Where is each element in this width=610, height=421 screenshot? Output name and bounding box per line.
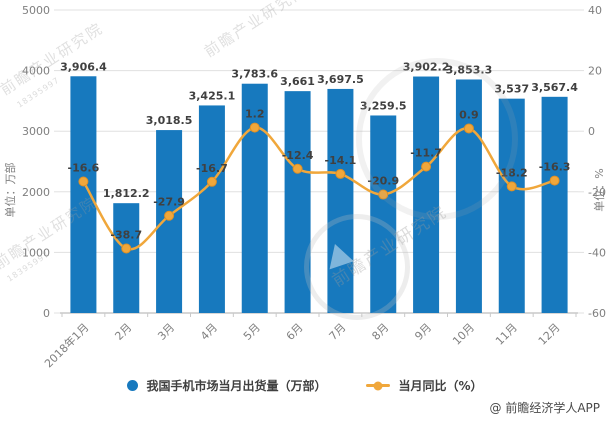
bar-value-label: 3,783.6 xyxy=(231,68,278,81)
line-marker xyxy=(78,176,89,187)
bar xyxy=(498,98,525,313)
bar-value-label: 3,537 xyxy=(494,83,529,96)
shipments-legend-marker-icon xyxy=(127,380,139,391)
line-marker xyxy=(206,176,217,187)
legend-item-label: 当月同比（%） xyxy=(398,379,483,393)
x-axis-tick-label: 7月 xyxy=(327,321,349,343)
line-value-label: 1.2 xyxy=(245,108,265,121)
x-axis-tick-label: 2月 xyxy=(112,321,134,343)
x-axis-tick-label: 9月 xyxy=(412,321,434,343)
yoy-legend-marker-icon xyxy=(366,381,391,390)
left-axis-tick-label: 0 xyxy=(43,307,50,320)
x-axis-tick-label: 6月 xyxy=(284,321,306,343)
x-axis-tick-label: 10月 xyxy=(450,321,477,348)
line-value-label: 0.9 xyxy=(459,108,479,121)
yoy-line xyxy=(82,126,555,251)
bar xyxy=(370,115,397,313)
legend-item-yoy: 当月同比（%） xyxy=(366,377,483,394)
bar xyxy=(113,203,140,313)
line-marker xyxy=(506,181,517,192)
line-value-label: -16.3 xyxy=(539,161,571,174)
right-axis-tick-label: 20 xyxy=(588,65,602,78)
left-axis-tick-label: 5000 xyxy=(22,4,50,17)
bar xyxy=(413,76,440,314)
line-value-label: -27.9 xyxy=(153,196,185,209)
legend: 我国手机市场当月出货量（万部） 当月同比（%） xyxy=(0,377,610,394)
bar xyxy=(241,83,268,313)
bar-value-label: 1,812.2 xyxy=(103,187,150,200)
x-axis-tick-label: 11月 xyxy=(493,321,520,348)
bar xyxy=(327,88,354,313)
line-value-label: -16.7 xyxy=(196,162,228,175)
bar xyxy=(198,105,225,314)
x-axis-tick-label: 8月 xyxy=(369,321,391,343)
line-marker xyxy=(549,175,560,186)
line-marker xyxy=(249,122,260,133)
bar-value-label: 3,906.4 xyxy=(60,60,107,73)
legend-item-label: 我国手机市场当月出货量（万部） xyxy=(146,379,327,393)
bar-value-label: 3,661 xyxy=(280,75,315,88)
line-marker xyxy=(121,243,132,254)
line-value-label: -38.7 xyxy=(110,228,142,241)
line-value-label: -16.6 xyxy=(68,161,100,174)
x-axis-tick-label: 2018年1月 xyxy=(41,320,91,370)
line-marker xyxy=(421,161,432,172)
right-axis-tick-label: 40 xyxy=(588,4,602,17)
bar-value-label: 3,567.4 xyxy=(531,81,578,94)
left-axis-title: 单位：万部 xyxy=(4,162,17,218)
line-value-label: -11.7 xyxy=(410,147,442,160)
line-marker xyxy=(378,189,389,200)
bar-value-label: 3,425.1 xyxy=(189,89,236,102)
left-axis-tick-label: 3000 xyxy=(22,125,50,138)
bar xyxy=(541,96,568,314)
left-axis-tick-label: 2000 xyxy=(22,186,50,199)
line-value-label: -12.4 xyxy=(282,149,314,162)
bar-value-label: 3,902.2 xyxy=(403,61,450,74)
line-marker xyxy=(463,123,474,134)
right-axis-tick-label: -60 xyxy=(588,307,606,320)
bar xyxy=(156,130,183,313)
right-axis-tick-label: 0 xyxy=(588,125,595,138)
right-axis-tick-label: -40 xyxy=(588,246,606,259)
attribution: @ 前瞻经济学人APP xyxy=(489,401,601,415)
x-axis-tick-label: 5月 xyxy=(241,321,263,343)
line-marker xyxy=(292,163,303,174)
line-marker xyxy=(335,168,346,179)
x-axis-tick-label: 4月 xyxy=(198,321,220,343)
bar-value-label: 3,018.5 xyxy=(146,114,193,127)
legend-item-shipments: 我国手机市场当月出货量（万部） xyxy=(127,377,326,394)
bar xyxy=(284,91,311,313)
x-axis-tick-label: 12月 xyxy=(536,321,563,348)
bar xyxy=(455,79,482,313)
x-axis-tick-label: 3月 xyxy=(155,321,177,343)
line-value-label: -18.2 xyxy=(496,166,528,179)
right-axis-title: 单位：% xyxy=(593,168,606,212)
bar-value-label: 3,259.5 xyxy=(360,99,407,112)
right-axis-tick-label: -20 xyxy=(588,186,606,199)
bar-value-label: 3,697.5 xyxy=(317,73,364,86)
left-axis-tick-label: 1000 xyxy=(22,246,50,259)
bar-value-label: 3,853.3 xyxy=(446,63,493,76)
line-marker xyxy=(164,210,175,221)
line-value-label: -14.1 xyxy=(325,154,357,167)
line-value-label: -20.9 xyxy=(367,175,399,188)
left-axis-tick-label: 4000 xyxy=(22,65,50,78)
yoy-legend-dot-icon xyxy=(373,381,383,390)
bar xyxy=(70,76,97,314)
